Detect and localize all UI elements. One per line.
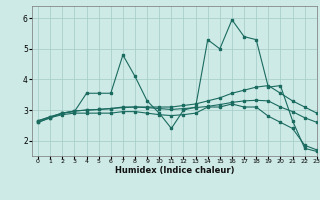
X-axis label: Humidex (Indice chaleur): Humidex (Indice chaleur) xyxy=(115,166,234,175)
